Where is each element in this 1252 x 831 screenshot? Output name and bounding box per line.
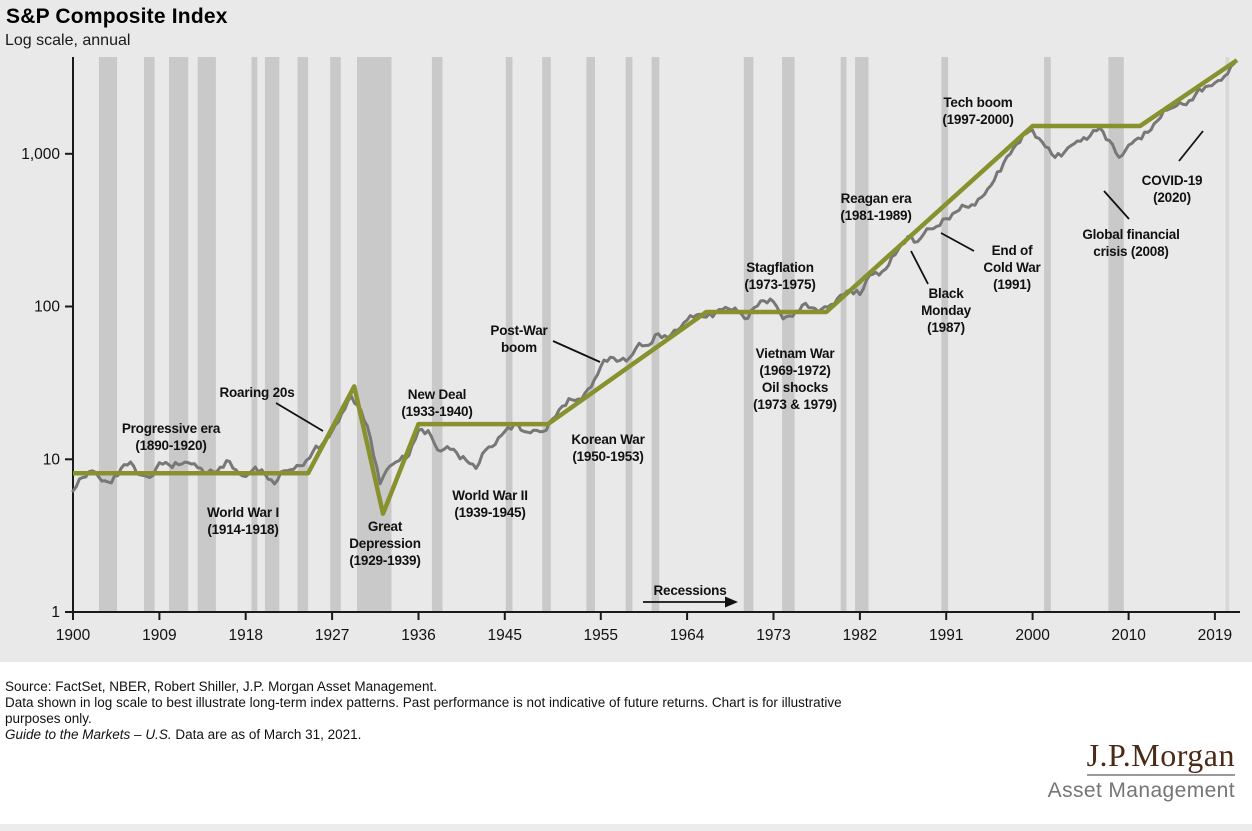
- axes: [66, 57, 1240, 613]
- recession-band: [1108, 57, 1124, 612]
- annotation-global-financial-crisis: Global financial crisis (2008): [1082, 227, 1179, 259]
- x-tick-label: 1936: [401, 627, 435, 644]
- y-axis-ticks: 1 10 100 1,000: [21, 146, 73, 621]
- source-block: Source: FactSet, NBER, Robert Shiller, J…: [5, 679, 842, 743]
- recession-band: [941, 57, 949, 612]
- y-tick-label: 100: [34, 299, 60, 316]
- recessions-legend-label: Recessions: [653, 583, 726, 598]
- x-tick-label: 1991: [929, 627, 963, 644]
- guide-to-markets-line: Guide to the Markets – U.S. Data are as …: [5, 727, 842, 743]
- x-tick-label: 1927: [315, 627, 349, 644]
- guide-to-markets-title: Guide to the Markets – U.S.: [5, 727, 172, 742]
- recessions-arrow-head: [725, 596, 738, 608]
- x-tick-label: 1964: [670, 627, 705, 644]
- y-tick-label: 10: [43, 451, 61, 468]
- recession-band: [840, 57, 847, 612]
- annotation-progressive-era: Progressive era (1890-1920): [122, 421, 221, 453]
- x-tick-label: 2000: [1015, 627, 1050, 644]
- recession-band: [169, 57, 189, 612]
- recession-band: [782, 57, 795, 612]
- x-tick-label: 1973: [756, 627, 790, 644]
- annotation-reagan-era: Reagan era (1981-1989): [840, 191, 912, 223]
- recession-band: [330, 57, 341, 612]
- bottom-edge-strip: [0, 824, 1252, 831]
- recession-band: [251, 57, 258, 612]
- y-tick-label: 1,000: [21, 146, 60, 163]
- recession-band: [144, 57, 155, 612]
- annotation-roaring-20s: Roaring 20s: [219, 385, 294, 400]
- annotation-end-of-cold-war: End of Cold War (1991): [983, 243, 1041, 292]
- x-tick-label: 1918: [228, 627, 262, 644]
- annotation-stagflation: Stagflation (1973-1975): [744, 260, 815, 292]
- annotation-new-deal: New Deal (1933-1940): [401, 387, 472, 419]
- recession-band: [357, 57, 392, 612]
- recession-band: [431, 57, 443, 612]
- annotation-tech-boom: Tech boom (1997-2000): [942, 95, 1013, 127]
- recession-band: [297, 57, 309, 612]
- annotation-korean-war: Korean War (1950-1953): [571, 432, 645, 464]
- recession-band: [625, 57, 633, 612]
- recession-band: [98, 57, 118, 612]
- recession-band: [586, 57, 595, 612]
- jpmorgan-logo: J.P.Morgan Asset Management: [1048, 738, 1235, 803]
- x-tick-label: 1900: [56, 627, 91, 644]
- annotation-pointer-covid-19: [1178, 130, 1204, 162]
- x-tick-label: 1955: [584, 627, 618, 644]
- annotation-black-monday: Black Monday (1987): [921, 286, 971, 335]
- annotation-pointer-end-of-cold-war: [940, 232, 975, 252]
- annotation-vietnam-war-oil-shocks: Vietnam War (1969-1972) Oil shocks (1973 & …: [753, 346, 837, 412]
- x-tick-label: 1909: [142, 627, 176, 644]
- recessions-legend: Recessions: [643, 583, 738, 608]
- source-line: Source: FactSet, NBER, Robert Shiller, J…: [5, 679, 437, 694]
- chart-subtitle: Log scale, annual: [5, 32, 131, 49]
- annotation-covid-19: COVID-19 (2020): [1142, 173, 1203, 205]
- annotation-world-war-ii: World War II (1939-1945): [452, 488, 528, 520]
- recession-band: [542, 57, 551, 612]
- annotation-pointer-global-financial-crisis: [1103, 190, 1130, 220]
- x-tick-label: 2019: [1198, 627, 1232, 644]
- index-line: [71, 62, 1236, 493]
- x-tick-label: 2010: [1111, 627, 1146, 644]
- data-as-of-text: Data are as of March 31, 2021.: [171, 727, 362, 742]
- chart-panel: S&P Composite Index Log scale, annual 19…: [0, 0, 1252, 662]
- disclaimer-line-1: Data shown in log scale to best illustra…: [5, 695, 842, 710]
- y-tick-label: 1: [51, 604, 60, 621]
- annotation-pointer-post-war-boom: [552, 340, 601, 363]
- trend-line: [73, 58, 1239, 516]
- disclaimer-line-2: purposes only.: [5, 711, 92, 726]
- annotation-world-war-i: World War I (1914-1918): [207, 505, 279, 537]
- asset-management-label: Asset Management: [1047, 779, 1235, 802]
- annotation-pointer-roaring-20s: [275, 402, 324, 432]
- page-title: S&P Composite Index: [6, 5, 228, 28]
- recession-band: [855, 57, 869, 612]
- recession-band: [505, 57, 513, 612]
- jpmorgan-wordmark: J.P.Morgan: [1086, 738, 1235, 776]
- recession-band: [1044, 57, 1051, 612]
- annotations: Progressive era (1890-1920) World War I (19…: [122, 95, 1204, 568]
- recession-bands: [98, 57, 1230, 612]
- annotation-post-war-boom: Post-War boom: [490, 323, 548, 355]
- x-tick-label: 1982: [843, 627, 877, 644]
- x-tick-label: 1945: [488, 627, 522, 644]
- recession-band: [1225, 57, 1230, 612]
- x-axis-ticks: 1900 1909 1918 1927 1936 1945 1955 1964 1973 1982…: [56, 613, 1232, 644]
- sp-composite-index-chart: 1900 1909 1918 1927 1936 1945 1955 1964 1973 1982…: [21, 57, 1240, 644]
- recession-band: [743, 57, 754, 612]
- annotation-great-depression: Great Depression (1929-1939): [349, 519, 421, 568]
- annotation-pointer-black-monday: [910, 250, 929, 285]
